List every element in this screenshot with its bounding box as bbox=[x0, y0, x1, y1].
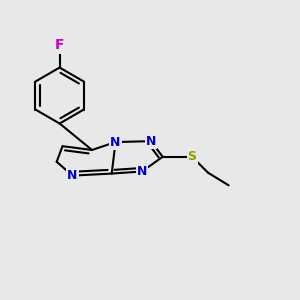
Text: N: N bbox=[110, 136, 121, 148]
Text: S: S bbox=[188, 150, 196, 163]
Text: N: N bbox=[137, 165, 147, 178]
Text: N: N bbox=[68, 169, 78, 182]
Text: N: N bbox=[146, 135, 156, 148]
Text: F: F bbox=[55, 38, 64, 52]
